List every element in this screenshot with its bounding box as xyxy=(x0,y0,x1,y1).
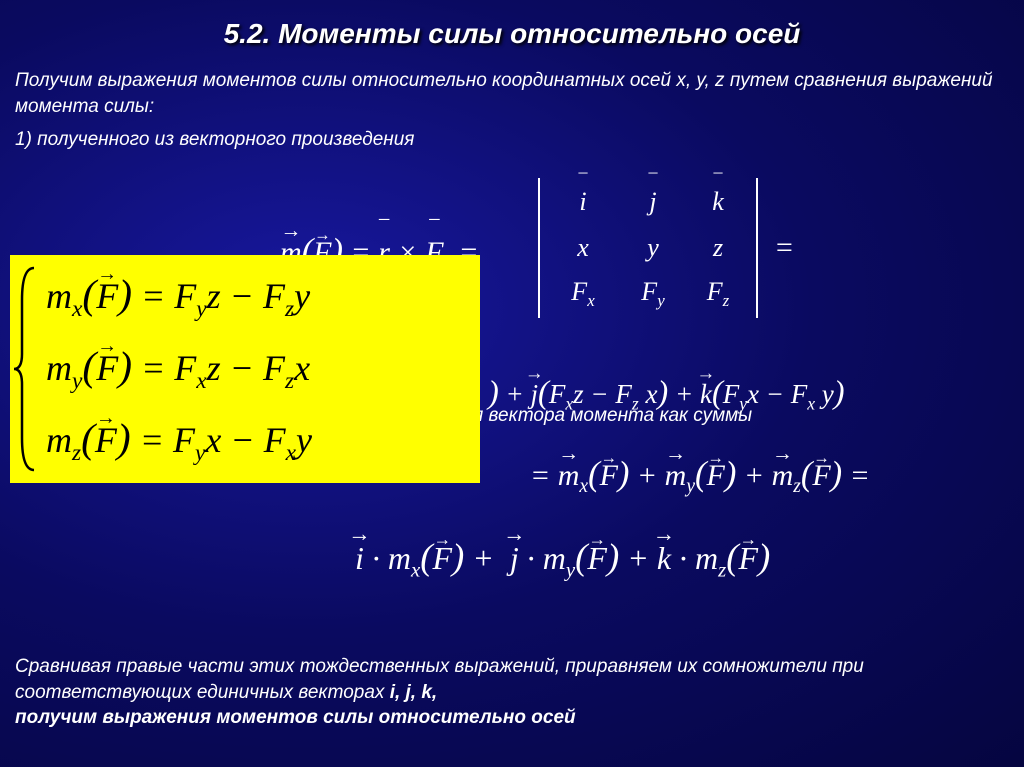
highlighted-equations: mx(F) = Fyz − Fzy my(F) = Fxz − Fzx mz(F… xyxy=(10,255,480,483)
ijk-expansion: ) + j(Fxz − Fz x) + k(Fyx − Fx y) xyxy=(488,375,845,414)
eq-mx: mx(F) = Fyz − Fzy xyxy=(46,270,476,323)
section-title: 5.2. Моменты силы относительно осей xyxy=(0,0,1024,64)
eq-mz: mz(F) = Fyx − Fxy xyxy=(46,414,476,467)
intro-paragraph: Получим выражения моментов силы относите… xyxy=(0,64,1024,123)
eq-my: my(F) = Fxz − Fzx xyxy=(46,342,476,395)
determinant: i j k x y z Fx Fy Fz = xyxy=(530,178,794,318)
moment-sum: = mx(F) + my(F) + mz(F) = xyxy=(530,455,870,498)
det-bar-right xyxy=(756,178,758,318)
list-item-1: 1) полученного из векторного произведени… xyxy=(0,123,1024,157)
conclusion: Сравнивая правые части этих тождественны… xyxy=(15,654,1009,731)
brace-icon xyxy=(10,255,42,483)
unit-vector-sum: i · mx(F) + j · my(F) + k · mz(F) xyxy=(355,535,770,582)
det-bar-left xyxy=(538,178,540,318)
